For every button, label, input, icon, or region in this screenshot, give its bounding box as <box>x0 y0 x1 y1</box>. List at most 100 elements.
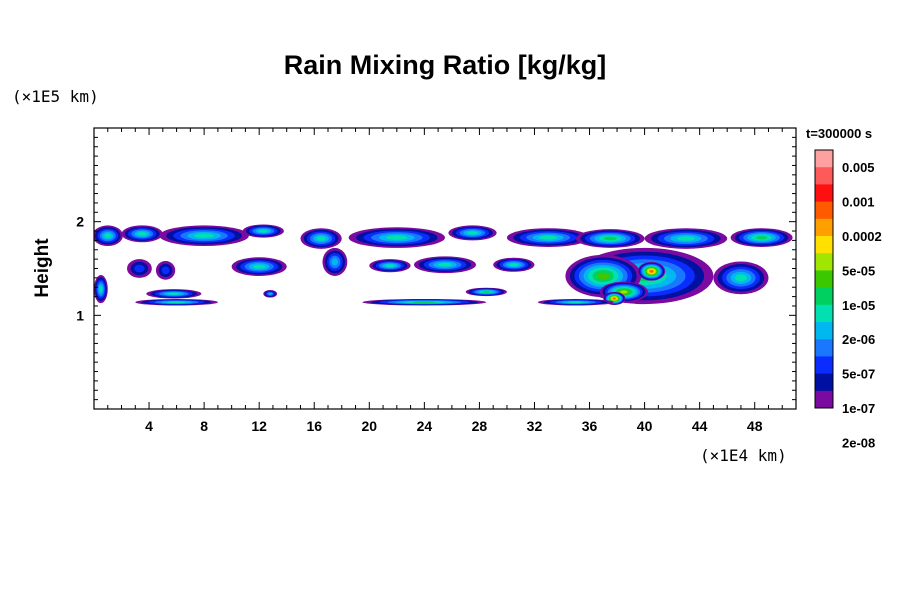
rain-cell <box>155 261 176 280</box>
rain-cell <box>730 228 793 247</box>
rain-cell <box>231 257 287 276</box>
contour-band <box>649 270 654 273</box>
colorbar-segment <box>815 339 833 357</box>
rain-cell <box>159 225 249 247</box>
rain-cell <box>348 227 445 248</box>
colorbar-segment <box>815 236 833 254</box>
contour-band <box>509 263 519 267</box>
colorbar-label: 2e-06 <box>842 332 875 347</box>
time-label: t=300000 s <box>806 126 872 141</box>
colorbar-label: 2e-08 <box>842 435 875 450</box>
colorbar-frame <box>814 149 834 409</box>
colorbar-label: 5e-07 <box>842 367 875 382</box>
rain-cell <box>465 287 507 297</box>
contour-band <box>755 235 768 240</box>
contour-band <box>386 235 408 240</box>
colorbar-segment <box>815 270 833 288</box>
rain-cell <box>146 289 202 299</box>
colorbar: 0.005 0.001 0.0002 5e-05 1e-05 2e-06 5e-07 1e-0… <box>814 149 882 450</box>
rain-cell <box>506 228 590 247</box>
contour-band <box>99 286 103 293</box>
contour-band <box>194 233 214 238</box>
rain-cell <box>263 290 278 298</box>
colorbar-segment <box>815 390 833 409</box>
rain-cell <box>94 275 108 304</box>
rain-cell <box>94 225 123 247</box>
contour-band <box>539 235 558 240</box>
x-tick-label: 28 <box>472 418 488 434</box>
y-axis: 12 <box>76 136 796 401</box>
x-tick-label: 8 <box>200 418 208 434</box>
contour-band <box>167 301 186 304</box>
rain-cell <box>135 298 218 306</box>
contour-band <box>137 231 147 236</box>
contour-band <box>467 231 478 235</box>
colorbar-label: 0.005 <box>842 160 875 175</box>
contour-band <box>385 264 395 268</box>
rain-cell <box>713 261 769 295</box>
rain-cell <box>644 228 728 249</box>
colorbar-segment <box>815 253 833 271</box>
rain-cell <box>127 259 152 278</box>
contour-band <box>613 297 616 300</box>
y-axis-label: Height <box>32 238 53 298</box>
colorbar-segment <box>815 201 833 220</box>
contour-band <box>676 236 695 241</box>
x-tick-label: 24 <box>417 418 433 434</box>
y-tick-label: 1 <box>76 307 84 323</box>
chart-title: Rain Mixing Ratio [kg/kg] <box>284 50 607 80</box>
contour-band <box>316 236 326 241</box>
rain-cell <box>448 225 497 241</box>
x-tick-label: 36 <box>582 418 598 434</box>
colorbar-segment <box>815 167 833 185</box>
contour-band <box>134 264 145 273</box>
x-tick-label: 12 <box>251 418 267 434</box>
colorbar-label: 0.0002 <box>842 229 882 244</box>
contour-band <box>258 229 268 233</box>
rain-cell <box>300 228 342 249</box>
colorbar-segment <box>815 287 833 306</box>
y-unit-label: (×1E5 km) <box>12 87 99 106</box>
y-tick-label: 2 <box>76 214 84 230</box>
x-tick-label: 32 <box>527 418 543 434</box>
rain-cell <box>242 224 284 238</box>
contour-band <box>412 301 437 304</box>
x-tick-label: 48 <box>747 418 763 434</box>
rain-cell <box>369 259 411 273</box>
contour-band <box>331 258 339 266</box>
colorbar-segment <box>815 373 833 392</box>
contour-band <box>734 274 747 282</box>
contour-band <box>482 290 491 293</box>
colorbar-segment <box>815 150 833 168</box>
colorbar-label: 5e-05 <box>842 263 875 278</box>
contour-band <box>596 272 610 280</box>
x-tick-label: 4 <box>145 418 153 434</box>
colorbar-label: 0.001 <box>842 195 875 210</box>
colorbar-label: 1e-05 <box>842 298 875 313</box>
colorbar-segment <box>815 184 833 202</box>
colorbar-label: 1e-07 <box>842 401 875 416</box>
contour-band <box>167 292 180 295</box>
x-tick-label: 40 <box>637 418 653 434</box>
rain-cell <box>575 229 645 248</box>
contour-band <box>161 266 170 275</box>
rain-cell <box>493 257 535 272</box>
rain-cell <box>362 298 487 306</box>
contour-band <box>567 301 585 304</box>
contour-band <box>253 264 266 269</box>
contour-band <box>268 292 272 295</box>
x-axis: 4 8 12 16 20 24 28 32 36 40 44 48 <box>107 128 783 434</box>
contour-band <box>620 290 628 294</box>
contour-band <box>104 233 112 238</box>
rain-cell <box>637 261 666 281</box>
rain-cell <box>121 225 163 243</box>
contour-band <box>603 236 617 241</box>
x-tick-label: 44 <box>692 418 708 434</box>
x-tick-label: 16 <box>306 418 322 434</box>
colorbar-segment <box>815 356 833 374</box>
colorbar-segment <box>815 218 833 237</box>
rain-cell <box>537 298 614 306</box>
x-tick-label: 20 <box>362 418 378 434</box>
rain-cell <box>414 256 476 274</box>
